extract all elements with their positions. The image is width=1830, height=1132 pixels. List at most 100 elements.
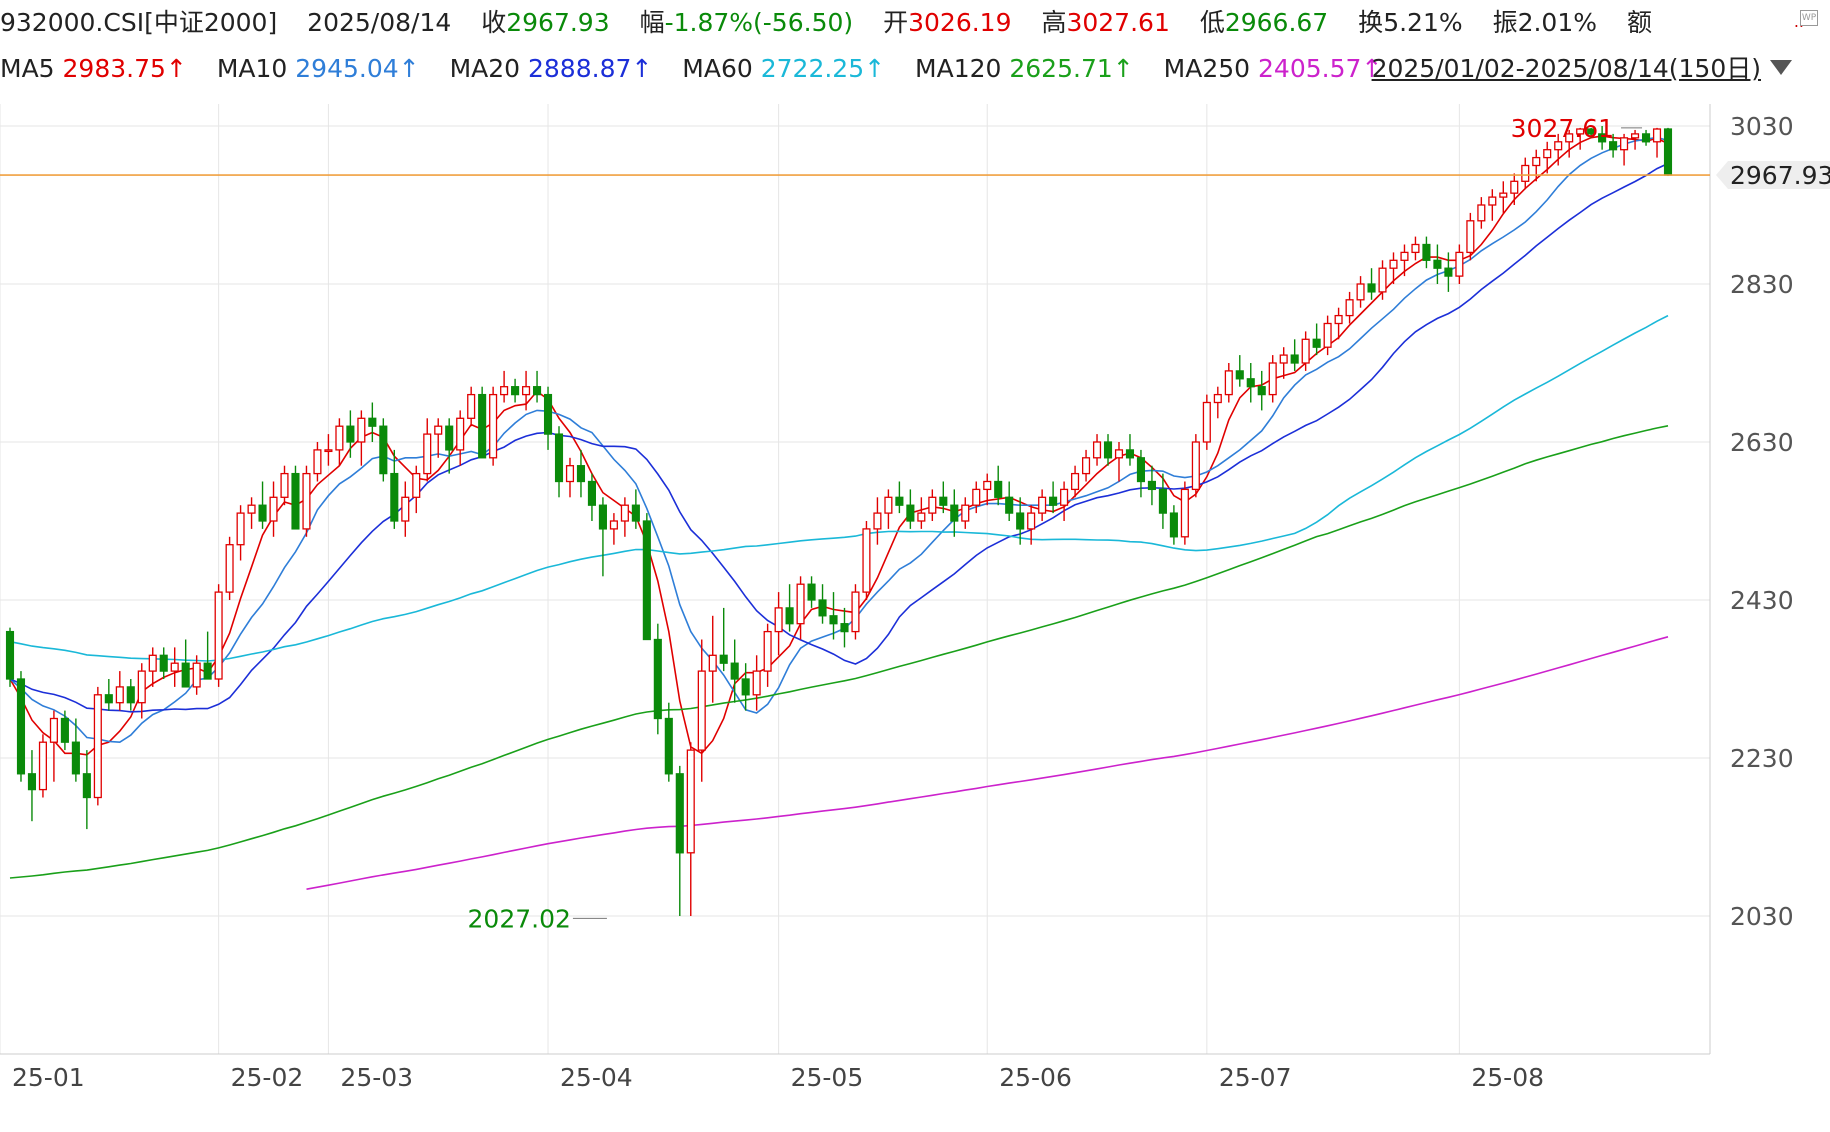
ma120-item[interactable]: MA120 2625.71↑: [915, 54, 1134, 83]
ma-line-ma5: [9, 135, 1669, 756]
candle-down: [1246, 378, 1255, 388]
ma10-item[interactable]: MA10 2945.04↑: [217, 54, 420, 83]
x-tick-label: 25-06: [999, 1063, 1072, 1092]
ma5-item[interactable]: MA5 2983.75↑: [0, 54, 187, 83]
candle-up: [115, 686, 124, 704]
max-value-label: 3027.61: [1511, 114, 1614, 143]
candle-down: [346, 425, 355, 443]
candle-up: [961, 504, 970, 522]
candle-down: [730, 662, 739, 680]
candle-down: [1641, 133, 1651, 143]
candle-down: [258, 504, 267, 522]
candle-up: [1071, 472, 1080, 491]
turnover-value: 5.21%: [1383, 8, 1463, 37]
candle-up: [1455, 251, 1464, 277]
candle-up: [335, 425, 344, 451]
candle-up: [236, 512, 245, 546]
candle-up: [38, 741, 47, 791]
candle-up: [522, 386, 531, 396]
candle-down: [840, 623, 849, 633]
candle-up: [1477, 204, 1486, 222]
ma250-label: MA250: [1163, 54, 1251, 83]
candle-down: [532, 386, 542, 396]
amplitude-label: 振: [1492, 8, 1518, 37]
candle-up: [1268, 362, 1277, 396]
close-label: 收: [481, 8, 507, 37]
candle-up: [1631, 133, 1640, 139]
candle-up: [862, 528, 871, 593]
amplitude-value: 2.01%: [1517, 8, 1597, 37]
candle-down: [1312, 338, 1321, 348]
candle-down: [675, 773, 684, 854]
candle-up: [148, 654, 157, 672]
candle-up: [192, 662, 201, 688]
candle-down: [5, 630, 15, 680]
candle-down: [807, 583, 816, 601]
candle-down: [203, 662, 212, 680]
candle-down: [1136, 457, 1146, 483]
candle-up: [1576, 128, 1585, 135]
ma10-value: 2945.04↑: [295, 54, 420, 83]
ma-line-ma10: [9, 136, 1669, 744]
min-value-label: 2027.02: [468, 904, 571, 933]
ma60-value: 2722.25↑: [760, 54, 886, 83]
candle-down: [27, 773, 37, 791]
candle-up: [1499, 192, 1508, 198]
ma250-item[interactable]: MA250 2405.57↑: [1164, 54, 1383, 83]
candle-up: [1543, 149, 1552, 159]
candle-down: [379, 425, 388, 475]
candle-down: [181, 662, 190, 688]
wp-icon[interactable]: WP: [1800, 10, 1818, 26]
ma60-item[interactable]: MA60 2722.25↑: [682, 54, 885, 83]
candle-up: [1038, 496, 1047, 514]
candle-up: [456, 417, 465, 451]
candle-down: [1598, 133, 1607, 143]
candle-up: [93, 694, 102, 799]
candle-up: [1345, 299, 1354, 317]
candle-up: [401, 496, 410, 522]
x-tick-label: 25-01: [12, 1063, 85, 1092]
more-menu-icon[interactable]: ..: [1793, 12, 1804, 31]
candle-down: [1147, 480, 1156, 491]
candle-up: [609, 520, 618, 530]
candle-up: [873, 512, 882, 530]
candle-up: [1060, 488, 1069, 506]
ma250-value: 2405.57↑: [1258, 54, 1383, 83]
candle-up: [796, 583, 805, 625]
candle-up: [1191, 441, 1200, 491]
kline-chart[interactable]: 3030 2830 2630 2430 2230 2030 25-01 25-02 25-03 2…: [0, 104, 1830, 1132]
candle-down: [906, 504, 915, 522]
high-label: 高: [1041, 8, 1067, 37]
candle-up: [763, 630, 772, 672]
candle-up: [686, 749, 695, 854]
quote-header: 932000.CSI[中证2000] 2025/08/14 收2967.93 幅…: [0, 0, 1830, 46]
candle-up: [884, 496, 893, 514]
ma-legend: MA5 2983.75↑ MA10 2945.04↑ MA20 2888.87↑…: [0, 46, 1830, 92]
candle-down: [1169, 512, 1178, 538]
candle-up: [1092, 441, 1102, 459]
candle-down: [82, 773, 91, 799]
candle-up: [752, 670, 761, 696]
ma20-item[interactable]: MA20 2888.87↑: [450, 54, 653, 83]
x-tick-label: 25-03: [340, 1063, 413, 1092]
candle-up: [1565, 133, 1574, 143]
ma5-value: 2983.75↑: [62, 54, 187, 83]
y-tick-label: 2230: [1730, 744, 1794, 773]
date-range-selector[interactable]: 2025/01/02-2025/08/14(150日): [1371, 54, 1761, 83]
dropdown-arrow-icon[interactable]: [1770, 60, 1792, 75]
ma120-label: MA120: [915, 54, 1002, 83]
candle-up: [1554, 141, 1563, 151]
candle-down: [950, 504, 959, 522]
candle-down: [543, 393, 553, 435]
candle-up: [1279, 354, 1288, 364]
candle-up: [917, 512, 926, 522]
open-value: 3026.19: [908, 8, 1012, 37]
candle-up: [697, 670, 706, 751]
candle-down: [587, 480, 597, 506]
x-tick-label: 25-07: [1219, 1063, 1292, 1092]
candle-down: [1290, 354, 1299, 364]
candle-down: [159, 654, 168, 672]
symbol-name[interactable]: 932000.CSI[中证2000]: [0, 8, 278, 37]
candle-up: [49, 717, 58, 743]
candle-up: [324, 449, 333, 453]
